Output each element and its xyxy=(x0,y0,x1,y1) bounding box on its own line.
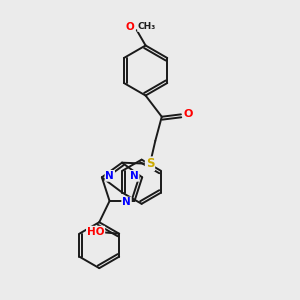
Text: S: S xyxy=(146,157,154,170)
Text: CH₃: CH₃ xyxy=(138,22,156,31)
Text: O: O xyxy=(184,110,193,119)
Text: N: N xyxy=(105,171,114,181)
Text: HO: HO xyxy=(87,226,104,237)
Text: N: N xyxy=(122,197,131,208)
Text: O: O xyxy=(125,22,134,32)
Text: N: N xyxy=(130,171,139,181)
